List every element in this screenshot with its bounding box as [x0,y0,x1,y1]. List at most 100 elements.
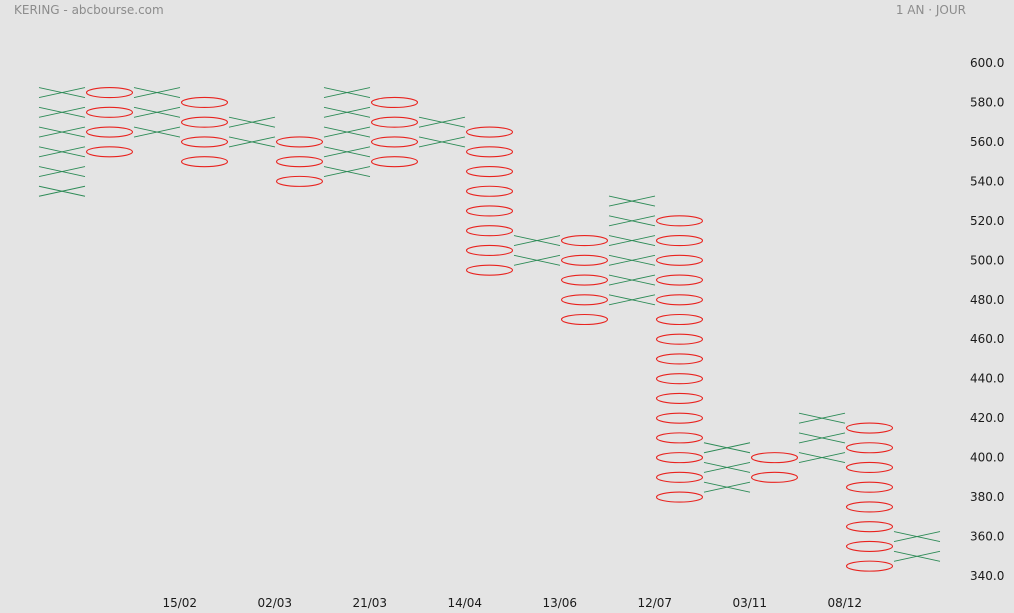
o-box [465,146,514,158]
o-box [85,87,134,99]
o-box [85,106,134,118]
x-box [38,87,86,99]
o-box [465,244,514,256]
x-box [608,215,656,227]
o-box [655,471,704,483]
y-tick-label: 460.0 [970,332,1004,346]
o-box [845,521,894,533]
o-box [85,126,134,138]
period-label: 1 AN · JOUR [895,3,966,17]
o-box [370,156,419,168]
x-box [418,136,466,148]
x-box [133,106,181,118]
x-box [703,462,751,473]
x-box [38,106,86,118]
o-box [560,313,609,326]
y-tick-label: 560.0 [970,135,1004,149]
o-box [750,452,799,464]
o-box [180,156,229,168]
pnf-column-x [513,235,561,266]
o-box [560,254,609,266]
o-box [655,254,704,266]
o-box [750,471,799,483]
o-box [655,294,704,306]
x-tick-label: 14/04 [447,596,482,610]
y-tick-label: 540.0 [970,174,1004,188]
o-box [560,235,609,247]
x-tick-label: 15/02 [162,596,197,610]
pnf-column-o [560,235,609,326]
o-box [560,274,609,286]
pnf-column-o [465,126,514,276]
x-axis: 15/02 02/03 21/03 14/04 13/06 12/07 03/11 08/12 [162,596,862,610]
x-box [798,452,846,464]
x-box [323,166,371,177]
o-box [370,96,419,109]
o-box [655,235,704,247]
o-box [845,442,894,454]
pnf-column-x [418,116,466,148]
o-box [845,461,894,474]
o-box [655,215,704,227]
x-box [893,550,941,562]
o-box [180,136,229,148]
o-box [180,96,229,109]
x-box [608,235,656,247]
x-box [703,481,751,493]
x-box [38,185,86,197]
o-box [275,136,324,148]
x-box [323,146,371,158]
pnf-column-o [275,136,324,187]
x-tick-label: 21/03 [352,596,387,610]
x-box [513,254,561,266]
o-box [465,126,514,138]
x-tick-label: 08/12 [827,596,862,610]
o-box [655,373,704,385]
x-box [323,126,371,138]
pnf-column-x [608,195,656,306]
o-box [465,185,514,197]
x-box [418,116,466,128]
y-axis: 600.0 580.0 560.0 540.0 520.0 500.0 480.0 460.0… [970,56,1004,583]
y-tick-label: 600.0 [970,56,1004,70]
x-box [323,87,371,99]
y-tick-label: 380.0 [970,490,1004,504]
pnf-column-o [370,96,419,168]
pnf-column-o [85,87,134,158]
o-box [655,412,704,424]
o-box [275,175,324,187]
x-box [228,116,276,128]
columns-layer [38,87,941,572]
x-box [133,126,181,138]
o-box [845,540,894,552]
y-tick-label: 580.0 [970,95,1004,109]
x-tick-label: 02/03 [257,596,292,610]
o-box [275,156,324,168]
o-box [655,274,704,286]
o-box [465,225,514,237]
y-tick-label: 400.0 [970,451,1004,465]
o-box [370,116,419,128]
pnf-column-o [845,422,894,572]
x-box [133,87,181,99]
o-box [655,392,704,404]
pnf-column-x [38,87,86,197]
y-tick-label: 360.0 [970,530,1004,544]
o-box [465,264,514,276]
x-box [323,106,371,118]
y-tick-label: 340.0 [970,569,1004,583]
x-tick-label: 13/06 [542,596,577,610]
x-box [38,146,86,158]
x-box [893,531,941,542]
pnf-column-x [133,87,181,138]
x-box [513,235,561,247]
x-box [38,166,86,177]
o-box [465,205,514,217]
o-box [465,165,514,178]
o-box [655,432,704,444]
o-box [180,116,229,128]
y-tick-label: 440.0 [970,372,1004,386]
x-box [228,136,276,148]
pnf-column-x [798,412,846,464]
o-box [845,481,894,493]
